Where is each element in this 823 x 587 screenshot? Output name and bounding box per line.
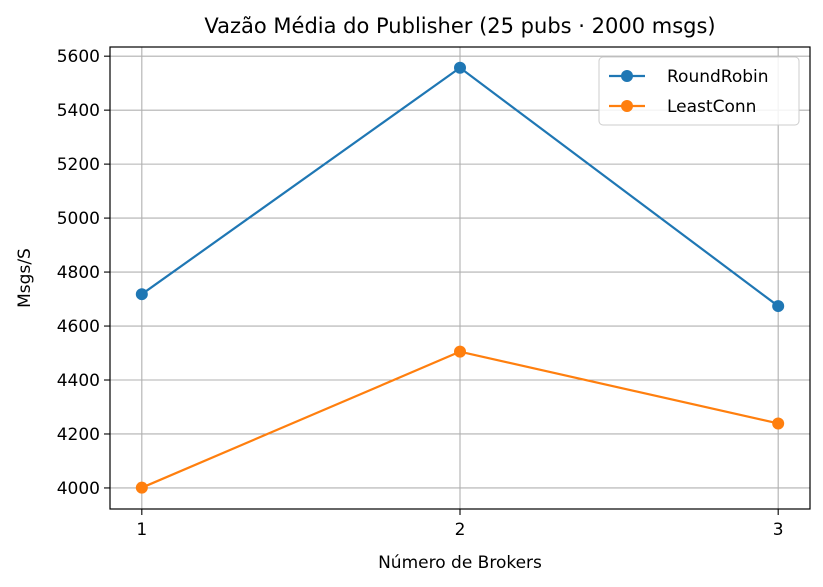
- y-tick-label: 4000: [57, 479, 100, 499]
- legend-label: RoundRobin: [667, 67, 769, 87]
- y-tick-label: 5200: [57, 155, 100, 175]
- y-tick-label: 5000: [57, 209, 100, 229]
- legend-label: LeastConn: [667, 97, 756, 117]
- data-point-marker: [772, 417, 785, 430]
- x-tick-label: 1: [136, 520, 147, 540]
- x-tick-label: 3: [773, 520, 784, 540]
- data-point-marker: [454, 345, 466, 358]
- x-axis-label: Número de Brokers: [378, 553, 542, 573]
- y-tick-label: 4200: [57, 425, 100, 445]
- data-point-marker: [135, 288, 148, 301]
- data-point-marker: [454, 61, 466, 74]
- y-tick-label: 4400: [57, 371, 100, 391]
- series-layer: [135, 61, 785, 494]
- y-tick-label: 4800: [57, 263, 100, 283]
- legend-box: [598, 56, 800, 126]
- legend-swatch-marker: [621, 100, 633, 112]
- data-point-marker: [135, 481, 148, 494]
- y-tick-label: 5600: [57, 47, 100, 67]
- legend: RoundRobin LeastConn: [598, 56, 800, 126]
- x-tick-label: 2: [455, 520, 466, 540]
- data-point-marker: [772, 300, 785, 313]
- y-tick-label: 4600: [57, 317, 100, 337]
- y-tick-label: 5400: [57, 101, 100, 121]
- chart-title: Vazão Média do Publisher (25 pubs · 2000…: [204, 14, 715, 38]
- y-axis-label: Msgs/S: [15, 248, 35, 308]
- axis-ticks: 1 2 3 4000 4200 4400 4600 4800 5000 5200 5400 5600: [57, 47, 784, 540]
- legend-swatch-marker: [621, 70, 633, 82]
